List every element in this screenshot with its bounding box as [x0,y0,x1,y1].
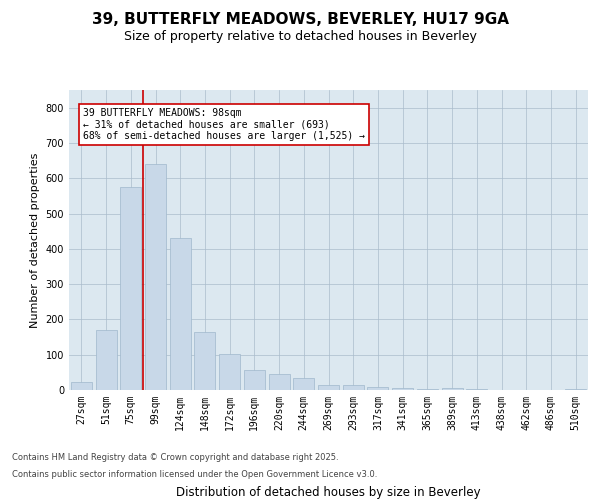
Bar [244,370,265,390]
Bar [145,164,166,390]
Bar [367,387,388,390]
Bar [194,332,215,390]
Y-axis label: Number of detached properties: Number of detached properties [30,152,40,328]
Bar [120,187,141,390]
Bar [170,238,191,390]
Bar [343,386,364,390]
Bar [442,388,463,390]
Bar [95,330,116,390]
Bar [269,374,290,390]
X-axis label: Distribution of detached houses by size in Beverley: Distribution of detached houses by size … [176,486,481,498]
Bar [219,354,240,390]
Text: Size of property relative to detached houses in Beverley: Size of property relative to detached ho… [124,30,476,43]
Bar [293,378,314,390]
Text: 39, BUTTERFLY MEADOWS, BEVERLEY, HU17 9GA: 39, BUTTERFLY MEADOWS, BEVERLEY, HU17 9G… [91,12,509,28]
Bar [71,382,92,390]
Bar [392,388,413,390]
Bar [318,384,339,390]
Text: 39 BUTTERFLY MEADOWS: 98sqm
← 31% of detached houses are smaller (693)
68% of se: 39 BUTTERFLY MEADOWS: 98sqm ← 31% of det… [83,108,365,141]
Text: Contains HM Land Registry data © Crown copyright and database right 2025.: Contains HM Land Registry data © Crown c… [12,452,338,462]
Bar [417,389,438,390]
Text: Contains public sector information licensed under the Open Government Licence v3: Contains public sector information licen… [12,470,377,479]
